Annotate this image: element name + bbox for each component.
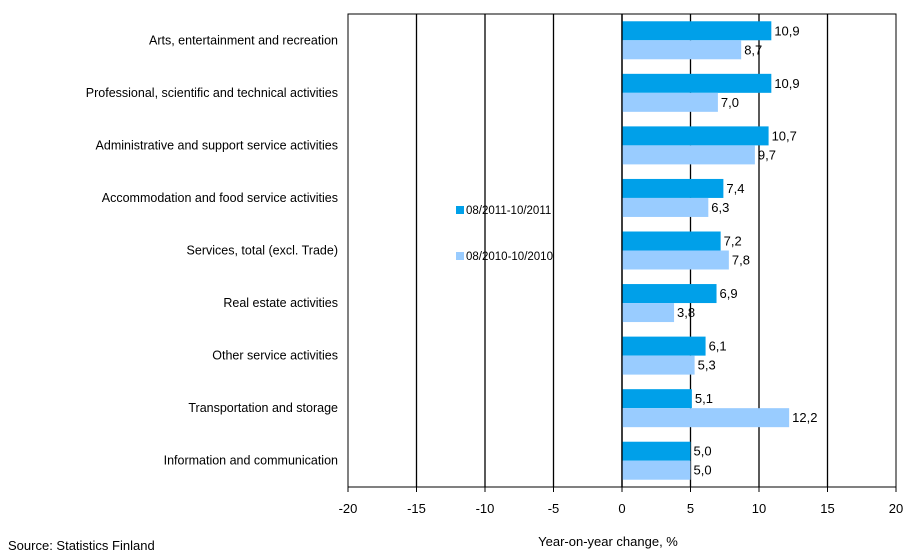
data-label: 5,1 [695,391,713,406]
data-label: 7,8 [732,253,750,268]
legend-label: 08/2011-10/2011 [466,205,551,217]
bar [622,126,769,146]
data-label: 10,7 [772,128,797,143]
tick-label: 5 [687,501,694,516]
bar [622,92,718,112]
data-label: 8,7 [744,42,762,57]
bar [622,389,692,409]
data-label: 5,3 [698,358,716,373]
category-label: Accommodation and food service activitie… [102,191,338,205]
tick-label: -15 [407,501,426,516]
data-label: 7,4 [726,181,744,196]
x-axis-ticks: -20 -15 -10 -5 0 5 10 15 20 [339,487,903,516]
bar [622,284,717,304]
data-label: 6,9 [720,286,738,301]
x-axis-title: Year-on-year change, % [538,534,678,549]
category-label: Information and communication [164,454,338,468]
legend-swatch [456,206,464,214]
bar [622,336,706,356]
category-label: Administrative and support service activ… [96,138,338,152]
bar [622,21,772,41]
category-labels: Arts, entertainment and recreation Profes… [86,33,338,467]
bar [622,231,721,251]
bar [622,40,742,60]
bar [622,178,724,198]
bars [622,21,790,480]
tick-label: -20 [339,501,358,516]
data-label: 7,0 [721,95,739,110]
legend-label: 08/2010-10/2010 [466,251,553,263]
bar [622,145,755,165]
tick-label: 10 [752,501,766,516]
bar [622,303,675,323]
tick-label: -10 [476,501,495,516]
bar [622,250,729,270]
legend-swatch [456,252,464,260]
bar [622,355,695,375]
data-label: 9,7 [758,147,776,162]
data-label: 5,0 [694,463,712,478]
bar [622,441,691,461]
data-label: 10,9 [774,23,799,38]
tick-label: -5 [548,501,560,516]
category-label: Transportation and storage [188,401,338,415]
source-note: Source: Statistics Finland [8,538,155,553]
bar [622,408,790,428]
tick-label: 20 [889,501,903,516]
category-label: Real estate activities [223,296,338,310]
tick-label: 15 [820,501,834,516]
data-label: 5,0 [694,444,712,459]
category-label: Arts, entertainment and recreation [149,33,338,47]
bar [622,73,772,93]
data-label: 10,9 [774,76,799,91]
category-label: Professional, scientific and technical a… [86,86,338,100]
data-label: 6,3 [711,200,729,215]
bar [622,460,691,480]
tick-label: 0 [618,501,625,516]
category-label: Services, total (excl. Trade) [187,244,338,258]
legend: 08/2011-10/2011 08/2010-10/2010 [456,205,553,263]
data-label: 3,8 [677,305,695,320]
bar [622,197,709,217]
data-label: 7,2 [724,234,742,249]
data-label: 12,2 [792,410,817,425]
category-label: Other service activities [212,349,338,363]
data-label: 6,1 [709,339,727,354]
value-labels: 10,9 8,7 10,9 7,0 10,7 9,7 7,4 6,3 7,2 7,8 6,9 3,8 6… [677,23,817,477]
